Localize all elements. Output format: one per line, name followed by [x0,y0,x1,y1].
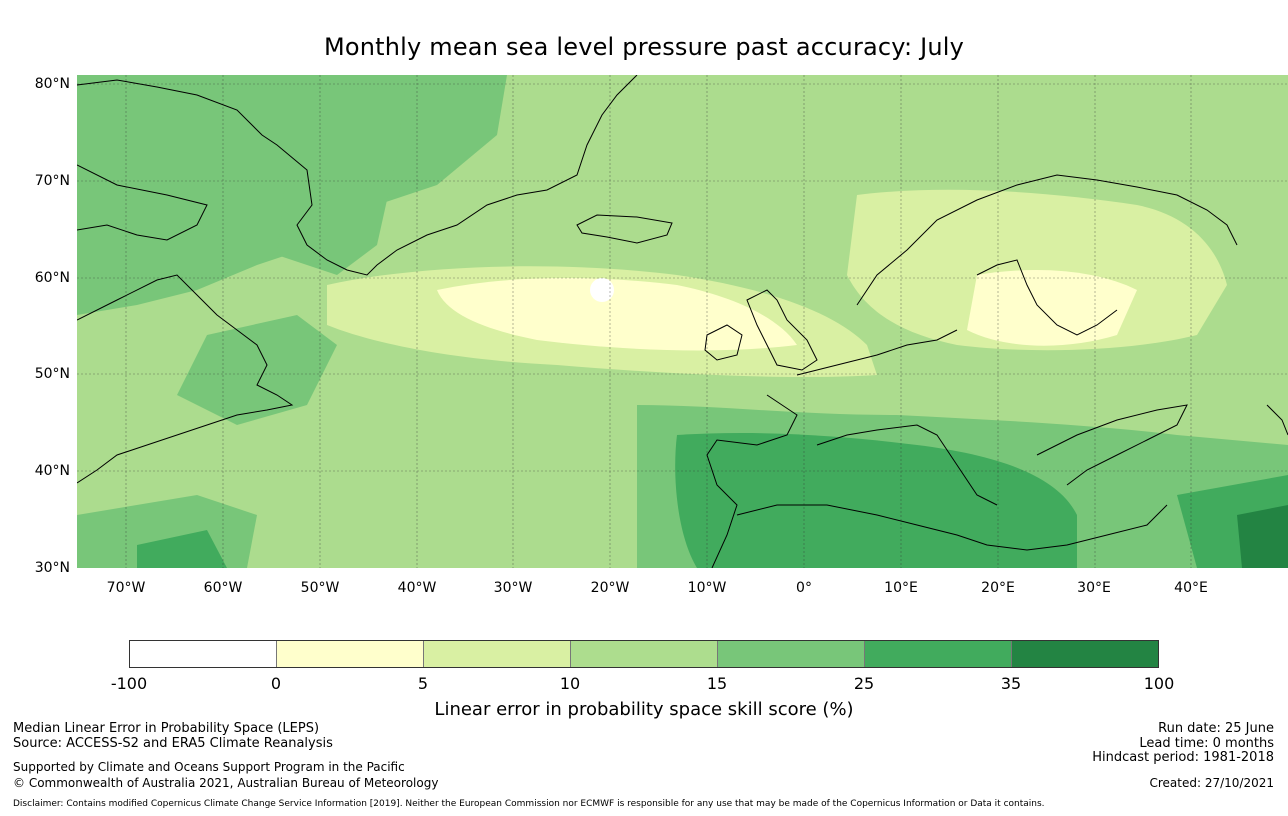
field-region-sw-core [137,530,227,568]
lon-label-40e: 40°E [1174,580,1208,596]
lat-label-30n: 30°N [34,560,70,576]
colorbar-tick: 100 [1143,674,1175,693]
field-region-greenland-core [277,75,407,275]
colorbar-segment [865,641,1012,667]
coast-ireland [704,324,743,361]
footer-support: Supported by Climate and Oceans Support … [13,760,405,774]
colorbar-tick: 25 [853,674,875,693]
colorbar-segment [571,641,718,667]
colorbar-tick: 5 [417,674,429,693]
skill-score-map [77,75,1288,568]
graticule [77,75,1288,568]
footer-run-date: Run date: 25 June [1158,721,1274,736]
lat-label-50n: 50°N [34,366,70,382]
coast-iceland [576,214,673,244]
colorbar-tick: 0 [270,674,282,693]
footer-disclaimer: Disclaimer: Contains modified Copernicus… [13,799,1045,809]
colorbar-segment [277,641,424,667]
lon-label-10e: 10°E [884,580,918,596]
coast-greenland [77,75,638,276]
field-region-nordic [847,189,1227,351]
coastlines [77,75,1288,568]
footer-source: Source: ACCESS-S2 and ERA5 Climate Reana… [13,736,333,751]
colorbar [129,640,1159,668]
lat-label-40n: 40°N [34,463,70,479]
lon-label-30w: 30°W [493,580,533,596]
field-region-labrador [177,315,337,425]
map-canvas [77,75,1288,568]
lon-label-20e: 20°E [981,580,1015,596]
coast-caspian [1266,404,1288,436]
lon-label-20w: 20°W [590,580,630,596]
lon-label-40w: 40°W [397,580,437,596]
coast-labrador [77,274,294,484]
colorbar-segment [1012,641,1158,667]
colorbar-segment [130,641,277,667]
lat-label-60n: 60°N [34,270,70,286]
coast-britain [746,289,818,371]
colorbar-segment [424,641,571,667]
coast-iberia [706,394,798,568]
coast-north-sea [796,329,958,376]
colorbar-tick: 10 [559,674,581,693]
colorbar-segment [718,641,865,667]
footer-lead-time: Lead time: 0 months [1139,736,1274,751]
coast-baltic [976,259,1118,336]
lon-label-0: 0° [796,580,812,596]
field-region-east-max [1237,505,1288,568]
field-region-mediterranean [675,433,1077,568]
colorbar-tick: 35 [1000,674,1022,693]
colorbar-label: Linear error in probability space skill … [434,699,854,720]
footer-hindcast: Hindcast period: 1981-2018 [1092,750,1274,765]
lon-label-60w: 60°W [203,580,243,596]
coast-med-north [816,424,998,506]
coast-baffin [77,164,208,241]
coast-black-sea [1036,404,1188,486]
colorbar-tick: -100 [110,674,148,693]
coast-scandinavia [856,174,1238,306]
coast-north-africa [736,504,1168,551]
colorbar-tick: 15 [706,674,728,693]
footer-created: Created: 27/10/2021 [1149,776,1274,790]
lon-label-70w: 70°W [106,580,146,596]
lon-label-10w: 10°W [687,580,727,596]
lat-label-70n: 70°N [34,173,70,189]
lon-label-50w: 50°W [300,580,340,596]
chart-title: Monthly mean sea level pressure past acc… [323,33,965,61]
footer-method: Median Linear Error in Probability Space… [13,721,320,736]
field-region-baltic [967,270,1137,346]
lat-label-80n: 80°N [34,76,70,92]
footer-copyright: © Commonwealth of Australia 2021, Austra… [13,776,439,790]
field-region-max [590,278,614,302]
lon-label-30e: 30°E [1077,580,1111,596]
